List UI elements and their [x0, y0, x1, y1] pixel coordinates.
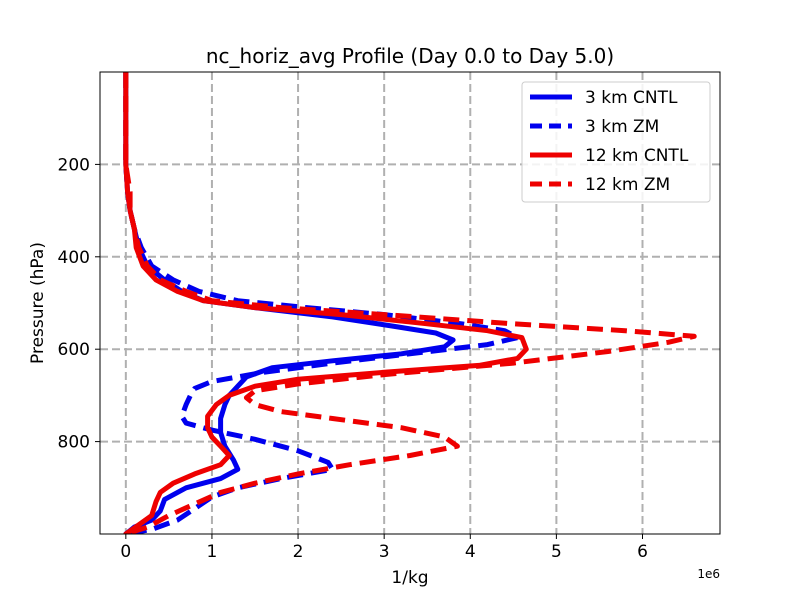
y-tick-label: 800: [58, 433, 90, 453]
x-tick-label: 0: [120, 542, 131, 562]
x-tick-label: 5: [551, 542, 562, 562]
x-axis-label: 1/kg: [391, 568, 428, 588]
y-tick-label: 400: [58, 248, 90, 268]
series-line-12-km-zm: [123, 72, 697, 534]
legend-label-12-km-zm: 12 km ZM: [585, 175, 670, 195]
x-tick-label: 4: [465, 542, 476, 562]
series-layer: [123, 72, 697, 534]
legend-label-12-km-cntl: 12 km CNTL: [585, 146, 689, 166]
y-axis-label: Pressure (hPa): [28, 242, 48, 364]
y-tick-label: 600: [58, 340, 90, 360]
legend-box: [521, 81, 711, 203]
legend-label-3-km-zm: 3 km ZM: [585, 117, 659, 137]
legend: 3 km CNTL 3 km ZM 12 km CNTL 12 km ZM: [521, 81, 711, 203]
x-tick-label: 6: [637, 542, 648, 562]
x-ticks: 0 1 2 3 4 5 6: [120, 534, 648, 562]
x-tick-label: 2: [293, 542, 304, 562]
legend-label-3-km-cntl: 3 km CNTL: [585, 88, 678, 108]
y-ticks: 200 400 600 800: [58, 155, 100, 453]
chart-title: nc_horiz_avg Profile (Day 0.0 to Day 5.0…: [206, 44, 614, 68]
x-tick-label: 3: [379, 542, 390, 562]
x-offset-text: 1e6: [697, 567, 720, 581]
y-tick-label: 200: [58, 155, 90, 175]
x-tick-label: 1: [207, 542, 218, 562]
plot-frame: [99, 71, 721, 535]
